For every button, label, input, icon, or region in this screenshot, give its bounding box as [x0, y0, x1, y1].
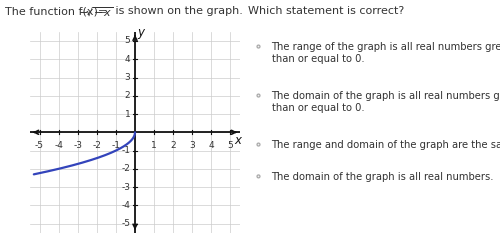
- Text: 4: 4: [208, 141, 214, 149]
- Text: -4: -4: [122, 201, 130, 210]
- Text: 5: 5: [124, 37, 130, 46]
- Text: The range of the graph is all real numbers greater
than or equal to 0.: The range of the graph is all real numbe…: [272, 42, 500, 64]
- Text: -2: -2: [92, 141, 102, 149]
- Text: 5: 5: [228, 141, 234, 149]
- Text: -1: -1: [112, 141, 120, 149]
- Text: The domain of the graph is all real numbers greater
than or equal to 0.: The domain of the graph is all real numb…: [272, 91, 500, 113]
- Text: -3: -3: [73, 141, 82, 149]
- Text: -3: -3: [121, 183, 130, 192]
- Text: -1: -1: [121, 146, 130, 155]
- Text: 2: 2: [124, 91, 130, 100]
- Text: is shown on the graph.: is shown on the graph.: [112, 6, 244, 16]
- Text: 4: 4: [124, 55, 130, 64]
- Text: 2: 2: [170, 141, 176, 149]
- Text: -2: -2: [122, 164, 130, 173]
- Text: 3: 3: [190, 141, 195, 149]
- Text: $-\!\sqrt{-x}$: $-\!\sqrt{-x}$: [78, 6, 113, 19]
- Text: y: y: [137, 26, 144, 39]
- Text: x: x: [234, 134, 242, 147]
- Text: Which statement is correct?: Which statement is correct?: [248, 6, 404, 16]
- Text: The range and domain of the graph are the same.: The range and domain of the graph are th…: [272, 140, 500, 150]
- Text: 1: 1: [124, 110, 130, 119]
- Text: -5: -5: [35, 141, 44, 149]
- Text: The domain of the graph is all real numbers.: The domain of the graph is all real numb…: [272, 172, 494, 182]
- Text: -4: -4: [54, 141, 63, 149]
- Text: 1: 1: [151, 141, 157, 149]
- Text: The function f(x)=: The function f(x)=: [5, 6, 107, 16]
- Text: 3: 3: [124, 73, 130, 82]
- Text: -5: -5: [121, 219, 130, 228]
